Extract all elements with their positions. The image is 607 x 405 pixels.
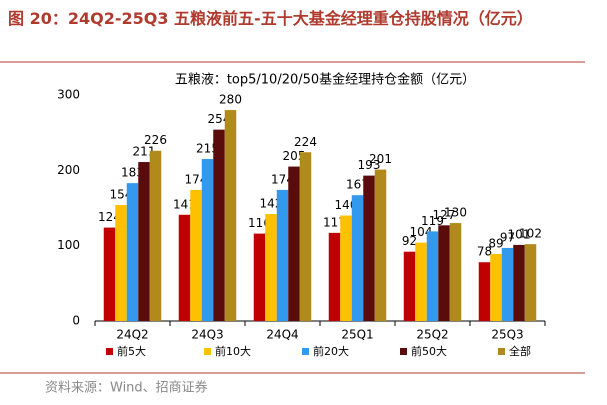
bar [276,189,289,321]
value-label: 224 [294,135,317,149]
bar [415,242,427,321]
y-tick-label: 300 [57,88,80,102]
value-label: 116 [248,216,271,230]
bar [478,262,491,321]
x-tick-label: 24Q4 [266,328,298,342]
bar [403,251,416,321]
bar [426,231,439,321]
value-label: 183 [121,166,144,180]
value-label: 78 [477,245,492,259]
bar [103,227,116,321]
bar [115,204,127,321]
x-tick-label: 24Q2 [116,328,148,342]
source: 资料来源：Wind、招商证券 [45,380,208,396]
value-label: 142 [260,197,283,211]
bar [201,159,214,321]
value-label: 119 [421,214,444,228]
value-label: 205 [283,149,306,163]
bar [328,232,341,321]
value-label: 201 [369,152,392,166]
value-label: 89 [488,236,503,250]
value-label: 174 [271,172,294,186]
value-label: 127 [433,208,456,222]
bar [438,225,450,321]
bar [340,215,352,321]
value-label: 140 [335,198,358,212]
x-tick-label: 24Q3 [191,328,223,342]
value-label: 101 [508,227,531,241]
bar [351,195,364,321]
legend-label: 前10大 [215,344,251,358]
y-tick-label: 200 [57,163,80,177]
bar [363,175,375,321]
bar [213,129,225,321]
value-label: 130 [444,206,467,220]
y-tick-label: 100 [57,238,80,252]
value-label: 211 [133,145,156,159]
value-label: 92 [402,234,417,248]
legend-label: 前5大 [117,344,146,358]
bar [299,152,312,321]
bar [374,169,387,321]
value-label: 254 [208,112,231,126]
value-label: 102 [519,227,542,241]
value-label: 141 [173,197,196,211]
bar [490,253,502,321]
bar [126,183,139,321]
legend-label: 前50大 [411,344,447,358]
x-tick-label: 25Q2 [416,328,448,342]
value-label: 154 [110,187,133,201]
value-label: 167 [346,178,369,192]
bar [513,244,525,321]
value-label: 97 [500,230,515,244]
y-tick-label: 0 [72,314,80,328]
value-label: 215 [196,142,219,156]
bar [190,189,202,321]
value-label: 193 [358,158,381,172]
bar [524,244,537,321]
value-label: 124 [98,210,121,224]
value-label: 117 [323,215,346,229]
legend-label: 前20大 [313,344,349,358]
legend-swatch [302,348,309,355]
legend-swatch [400,348,407,355]
bar [178,214,191,321]
bar [288,166,300,321]
value-label: 104 [410,225,433,239]
value-label: 226 [144,133,167,147]
bar [501,247,514,321]
bar [149,150,162,321]
legend-label: 全部 [509,344,531,358]
bar [224,110,237,321]
bar [253,233,266,321]
legend-swatch [498,348,505,355]
bar [138,162,150,321]
legend-swatch [106,348,113,355]
bar [449,223,462,321]
chart-title: 图 20：24Q2-25Q3 五粮液前五-五十大基金经理重仓持股情况（亿元） [8,9,533,28]
x-tick-label: 25Q1 [341,328,373,342]
x-tick-label: 25Q3 [491,328,523,342]
bar [265,214,277,321]
value-label: 174 [185,172,208,186]
chart-subtitle: 五粮液：top5/10/20/50基金经理持仓金额（亿元） [175,72,475,88]
legend-swatch [204,348,211,355]
value-label: 280 [219,93,242,107]
